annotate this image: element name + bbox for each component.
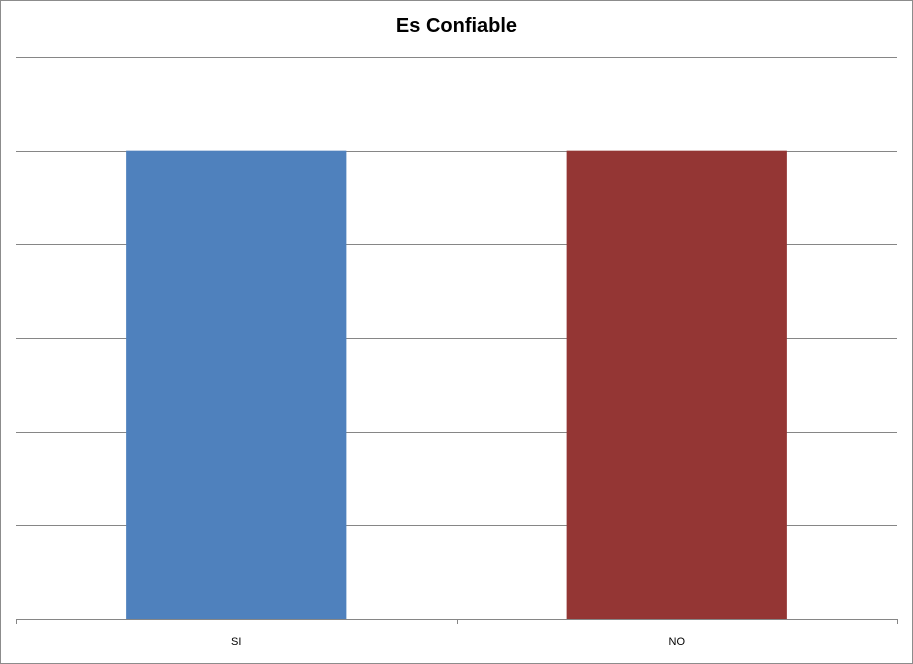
chart-title: Es Confiable — [395, 15, 518, 37]
bar-no — [566, 150, 787, 619]
x-tick-label-si: SI — [231, 636, 241, 648]
x-tick-label-no: NO — [669, 636, 686, 648]
bar-si — [126, 150, 347, 619]
